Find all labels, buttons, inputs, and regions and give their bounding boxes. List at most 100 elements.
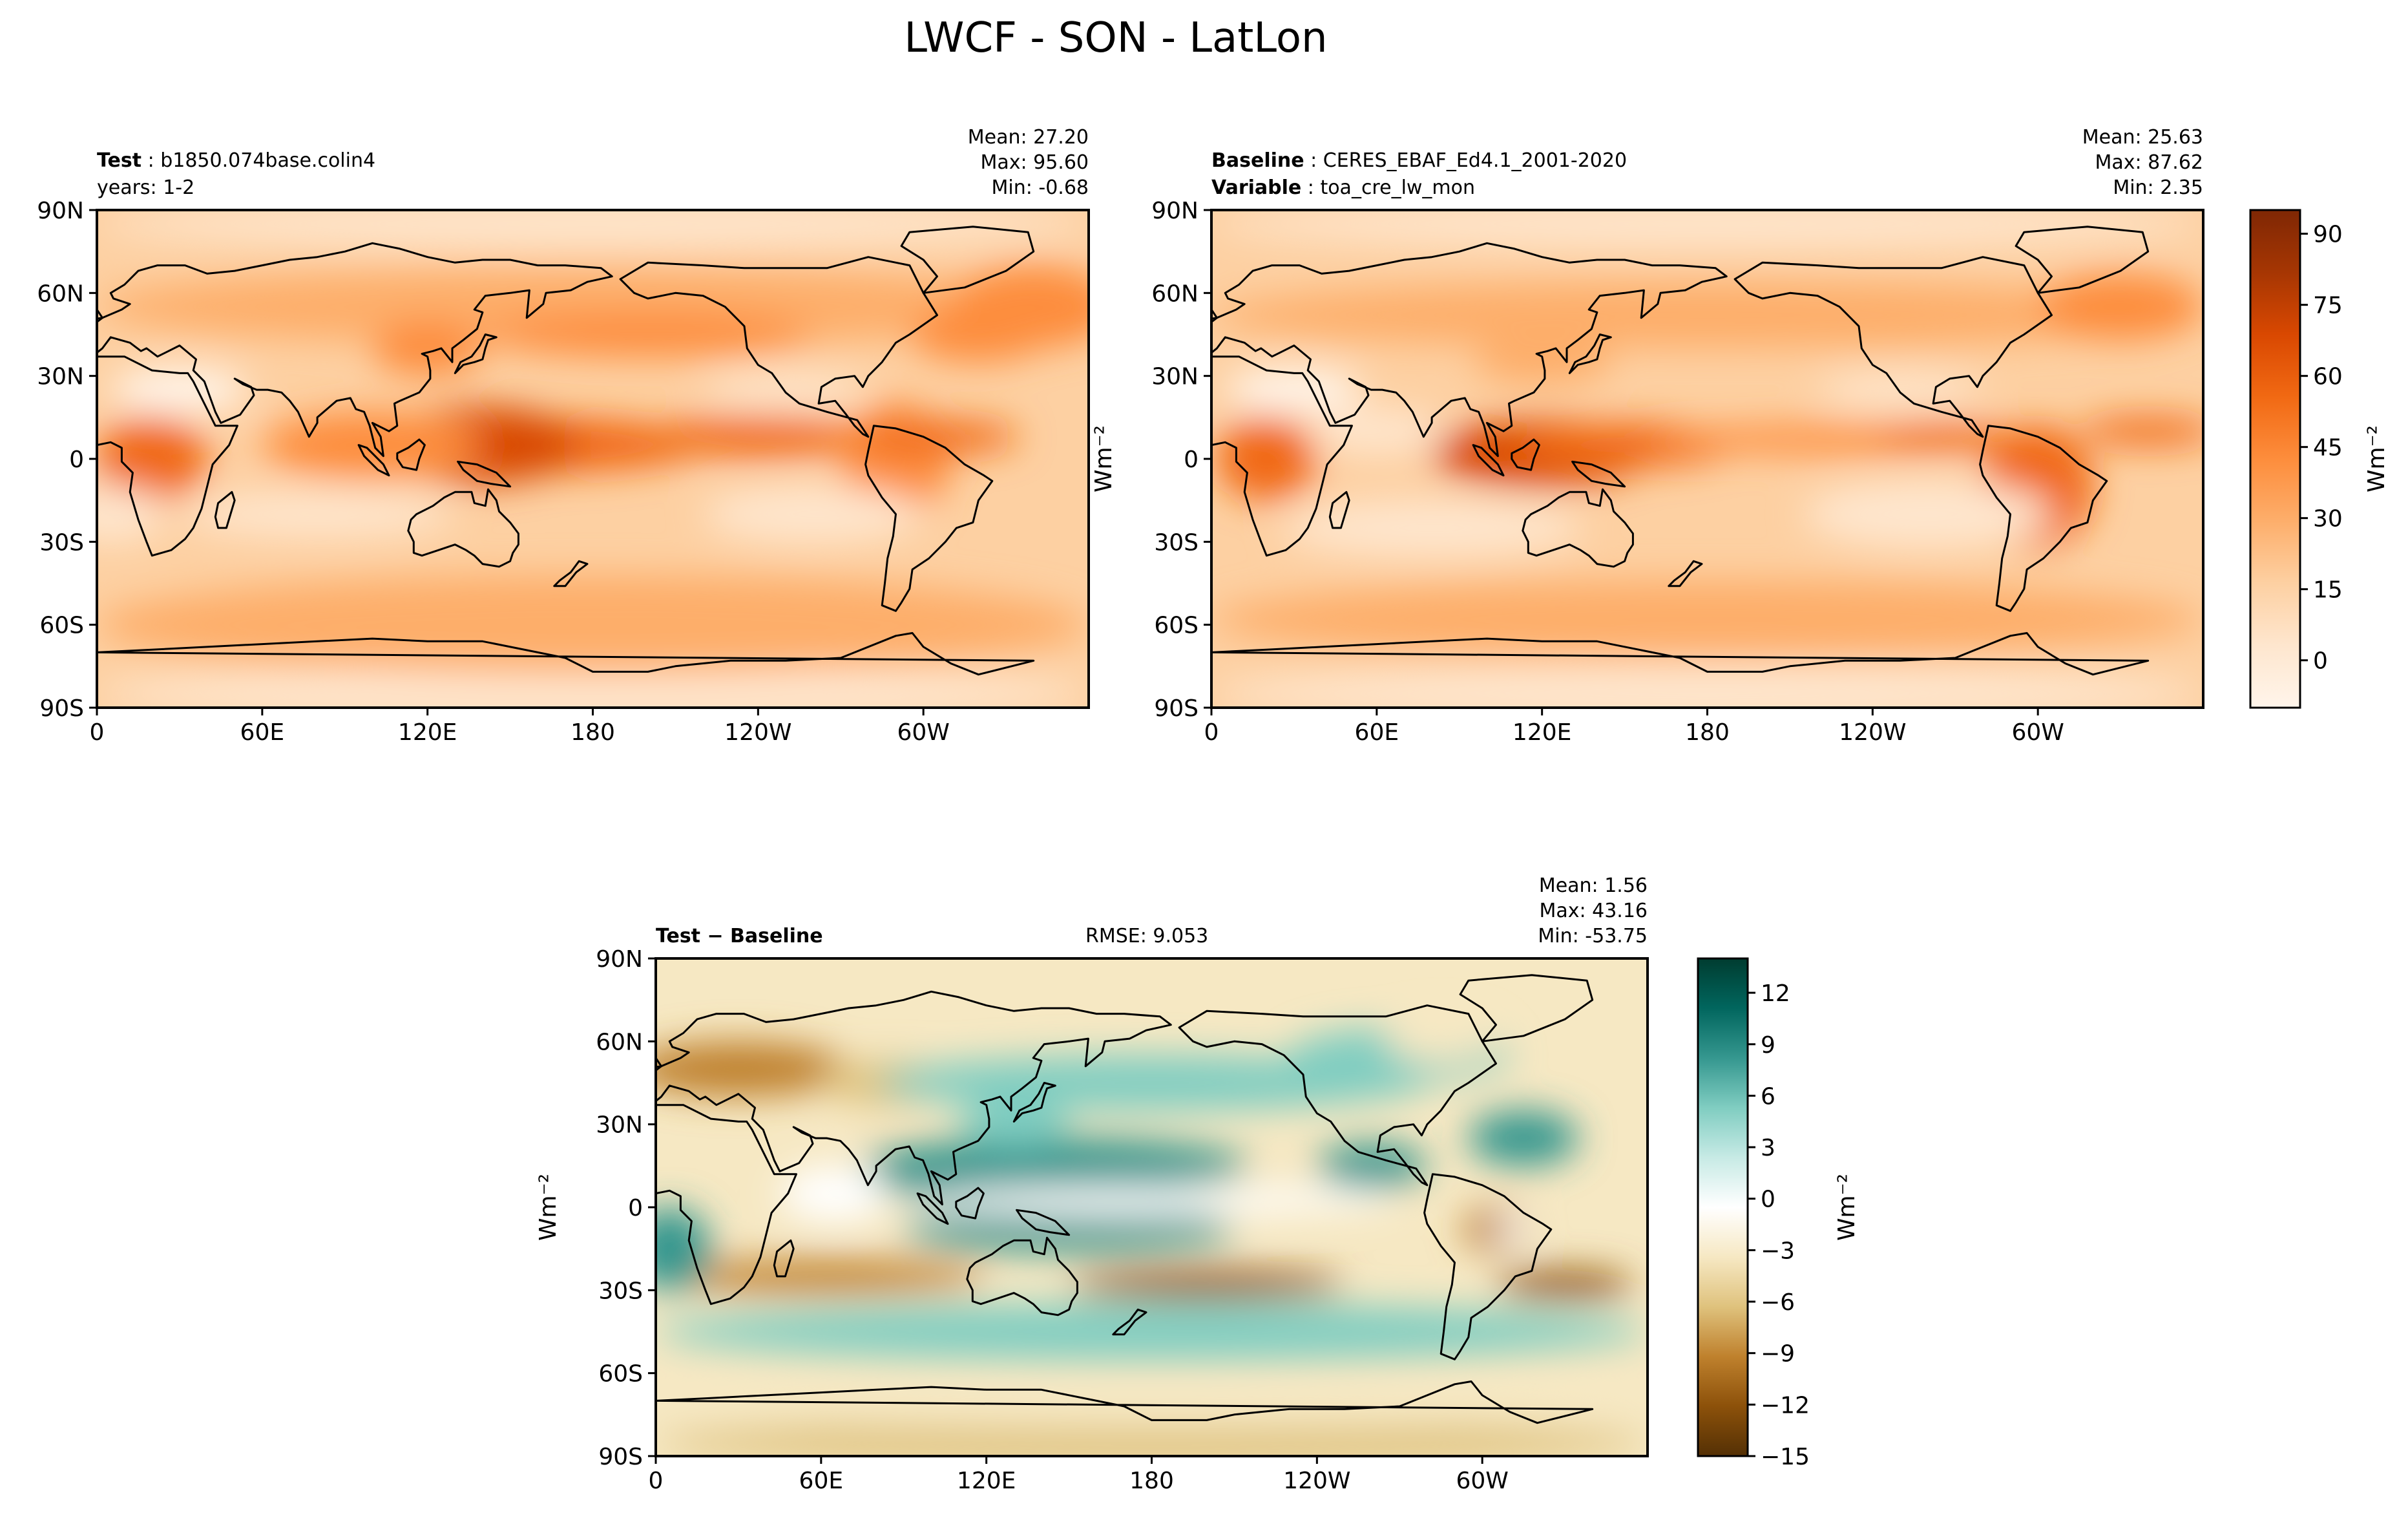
coastline-madagascar <box>1328 491 1350 529</box>
test-label-bold: Test <box>97 149 141 172</box>
field-blob <box>1280 500 1584 556</box>
colorbar-tick-label: 3 <box>1761 1135 1775 1161</box>
colorbar-tick-label: 15 <box>2313 577 2343 604</box>
field-blob <box>2079 417 2203 445</box>
x-tick-label: 120E <box>1513 719 1571 746</box>
y-tick-label: 30N <box>1151 364 1199 390</box>
baseline-variable-bold: Variable <box>1211 176 1301 199</box>
baseline-left-units: Wm⁻² <box>1091 425 1117 492</box>
colorbar-tick-label: 30 <box>2313 506 2343 533</box>
y-tick-label: 90N <box>1151 198 1199 224</box>
field-blobs <box>97 210 1089 708</box>
field-blob <box>703 486 924 542</box>
field-blob <box>1211 580 2203 658</box>
baseline-min: Min: 2.35 <box>2113 176 2203 199</box>
colorbar-tick-label: −6 <box>1761 1289 1795 1316</box>
x-tick-label: 60W <box>897 719 949 746</box>
y-tick-label: 0 <box>69 447 84 473</box>
coastline-antarcticaTop <box>1211 632 2150 676</box>
test-label: Test : b1850.074base.colin4 <box>97 149 375 172</box>
field-blob <box>647 417 868 456</box>
test-label-value: b1850.074base.colin4 <box>160 149 375 172</box>
x-tick-label: 120W <box>724 719 791 746</box>
field-blob <box>482 312 813 357</box>
coastline-borneo <box>955 1187 985 1220</box>
x-tick-label: 180 <box>1685 719 1730 746</box>
coastline-africa <box>656 1104 797 1305</box>
coastline-japan <box>1012 1082 1056 1123</box>
field-blob <box>1496 1271 1634 1299</box>
coastline-eurasia <box>97 242 613 458</box>
coastline-sumatra <box>1472 444 1505 477</box>
field-blob <box>1225 367 1363 412</box>
field-blob <box>97 210 1089 246</box>
field-blob <box>97 666 1089 708</box>
field-blob <box>97 417 207 501</box>
field-blob <box>179 492 455 536</box>
coastline-southAmerica <box>1979 425 2108 612</box>
baseline-map <box>1211 210 2203 708</box>
div-colorbar-label: Wm⁻² <box>1834 1174 1860 1241</box>
y-tick-label: 30N <box>37 364 84 390</box>
x-tick-label: 60W <box>2011 719 2064 746</box>
field-blob <box>1385 1019 1496 1064</box>
field-blob <box>1317 1143 1427 1189</box>
seq-colorbar-ticks: 90 75 60 45 30 15 0 <box>2300 222 2343 675</box>
field-blob <box>97 486 166 542</box>
field-blob <box>110 367 249 412</box>
baseline-variable: Variable : toa_cre_lw_mon <box>1211 176 1475 199</box>
baseline-label-bold: Baseline <box>1211 149 1304 172</box>
coastline-africa <box>97 355 238 557</box>
field-blob <box>959 1102 1069 1147</box>
field-blob <box>656 1304 1648 1360</box>
baseline-label-sep: : <box>1304 149 1323 172</box>
seq-colorbar: 90 75 60 45 30 15 0 Wm⁻² <box>2249 209 2390 709</box>
colorbar-tick-label: 12 <box>1761 980 1790 1007</box>
y-tick-label: 60N <box>596 1029 643 1055</box>
baseline-variable-value: toa_cre_lw_mon <box>1320 176 1475 199</box>
field-blob <box>903 1207 1235 1252</box>
colorbar-tick-label: 6 <box>1761 1083 1775 1110</box>
coastline-newZealand <box>553 560 589 587</box>
y-tick-label: 60N <box>37 280 84 307</box>
colorbar-tick-label: 9 <box>1761 1032 1775 1059</box>
test-map <box>97 210 1089 708</box>
diff-panel: Test − Baseline RMSE: 9.053 Mean: 1.56 M… <box>535 874 1649 1494</box>
coastline-southAmerica <box>1423 1173 1553 1360</box>
y-tick-label: 30S <box>39 529 84 556</box>
y-tick-label: 30S <box>598 1278 643 1304</box>
colorbar-tick-label: 75 <box>2313 293 2343 319</box>
x-tick-label: 0 <box>90 719 105 746</box>
field-blobs <box>656 1019 1648 1456</box>
coastline-eurasia <box>1211 242 1728 458</box>
y-tick-label: 90N <box>37 198 84 224</box>
coastline-australia <box>966 1236 1078 1316</box>
div-colorbar-fill <box>1697 957 1749 1457</box>
field-blob <box>1468 1110 1579 1166</box>
y-tick-label: 90S <box>1154 695 1199 722</box>
field-blob <box>1211 282 2203 348</box>
coastline-newZealand <box>1668 560 1703 587</box>
colorbar-tick-label: 60 <box>2313 364 2343 390</box>
diff-axes: 0 60E 120E 180 120W 60W 90N 60N 30N 0 30S 60S 90S <box>596 946 1649 1494</box>
field-blob <box>656 1420 1648 1456</box>
baseline-label-value: CERES_EBAF_Ed4.1_2001-2020 <box>1323 149 1627 172</box>
coastline-sumatra <box>916 1192 949 1225</box>
figure-title: LWCF - SON - LatLon <box>904 14 1327 62</box>
coastline-uk <box>1211 308 1218 320</box>
coastlines <box>97 226 1035 676</box>
coastline-newGuinea <box>1571 460 1626 488</box>
coastline-borneo <box>396 438 426 471</box>
field-blob <box>779 1165 890 1221</box>
y-tick-label: 30S <box>1154 529 1199 556</box>
coastline-greenland <box>1459 974 1594 1042</box>
colorbar-tick-label: 90 <box>2313 222 2343 248</box>
field-blobs <box>1211 210 2203 708</box>
x-tick-label: 60W <box>1456 1468 1508 1494</box>
coastline-uk <box>656 1056 662 1068</box>
field-blob <box>854 420 1020 454</box>
y-tick-label: 90S <box>39 695 84 722</box>
colorbar-tick-label: 45 <box>2313 435 2343 461</box>
x-tick-label: 120W <box>1839 719 1906 746</box>
field-blob <box>2038 273 2203 341</box>
